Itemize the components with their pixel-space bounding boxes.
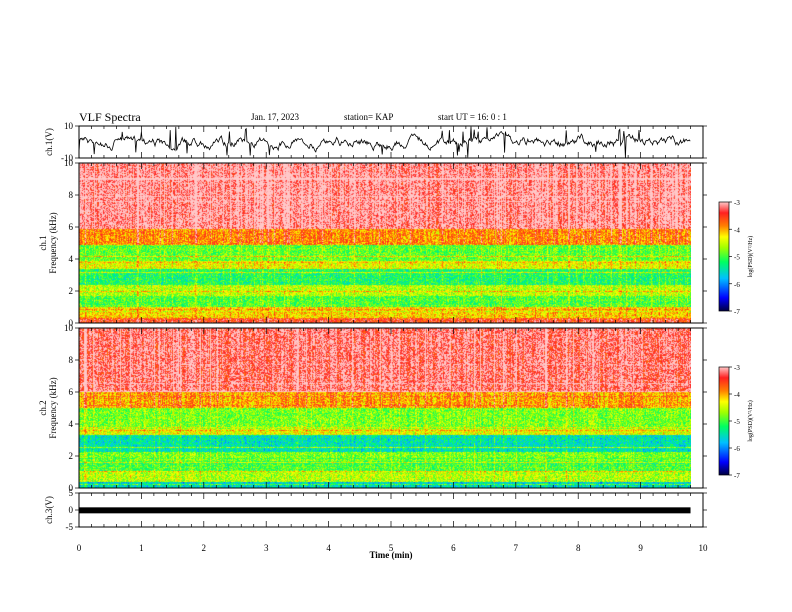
colorbar-label: log(PSD)(V²/Hz): [747, 400, 754, 441]
y-tick-label: 10: [64, 323, 74, 333]
colorbar-tick-label: -3: [734, 199, 740, 207]
y-tick-label: 0: [69, 483, 74, 493]
station-label: station= KAP: [344, 112, 394, 122]
x-tick-label: 4: [326, 543, 331, 553]
y-tick-label: 8: [69, 190, 74, 200]
x-tick-label: 1: [139, 543, 144, 553]
colorbar-tick-label: -6: [734, 445, 740, 453]
y-tick-label: 4: [69, 254, 74, 264]
colorbar-label: log(PSD)(V²/Hz): [747, 236, 754, 277]
x-axis-label: Time (min): [369, 550, 412, 560]
y-tick-label: -5: [66, 522, 74, 532]
colorbar-tick-label: -4: [734, 391, 740, 399]
colorbar-tick-label: -4: [734, 226, 740, 234]
x-tick-label: 6: [451, 543, 456, 553]
colorbar-tick-label: -3: [734, 364, 740, 372]
y-tick-label: 8: [69, 355, 74, 365]
y-tick-label: 2: [69, 286, 74, 296]
y-tick-label: -10: [61, 153, 73, 163]
colorbar-ch1: [718, 201, 730, 312]
colorbar-ch2: [718, 366, 730, 476]
y-tick-label: 10: [64, 158, 74, 168]
y-tick-label: 2: [69, 451, 74, 461]
colorbar-tick-label: -7: [734, 308, 740, 316]
y-axis-label: Frequency (kHz): [48, 377, 58, 438]
ch1-waveform: [78, 126, 691, 158]
y-tick-label: 0: [69, 318, 74, 328]
y-axis-label: ch.3(V): [44, 496, 54, 524]
x-tick-label: 7: [514, 543, 519, 553]
x-tick-label: 3: [264, 543, 269, 553]
x-tick-label: 8: [576, 543, 581, 553]
colorbar-tick-label: -5: [734, 418, 740, 426]
start-time-label: start UT = 16: 0 : 1: [438, 112, 507, 122]
x-tick-label: 0: [77, 543, 82, 553]
x-tick-label: 5: [389, 543, 394, 553]
x-tick-label: 10: [699, 543, 709, 553]
y-tick-label: 6: [69, 222, 74, 232]
y-axis-label: ch.2: [38, 400, 48, 415]
spectrogram-ch2: [79, 328, 691, 488]
figure-title: VLF Spectra: [79, 110, 141, 124]
y-tick-label: 10: [64, 121, 74, 131]
y-axis-label: Frequency (kHz): [48, 212, 58, 273]
y-tick-label: 4: [69, 419, 74, 429]
colorbar-tick-label: -5: [734, 254, 740, 262]
y-axis-label: ch.1(V): [44, 128, 54, 156]
ch3-signal: [79, 507, 691, 514]
colorbar-tick-label: -6: [734, 281, 740, 289]
y-tick-label: 6: [69, 387, 74, 397]
colorbar-tick-label: -7: [734, 472, 740, 480]
date-label: Jan. 17, 2023: [251, 112, 299, 122]
x-tick-label: 9: [638, 543, 643, 553]
y-tick-label: 5: [69, 488, 74, 498]
y-axis-label: ch.1: [38, 235, 48, 250]
x-tick-label: 2: [202, 543, 207, 553]
y-tick-label: 0: [69, 505, 74, 515]
spectrogram-ch1: [79, 163, 691, 323]
